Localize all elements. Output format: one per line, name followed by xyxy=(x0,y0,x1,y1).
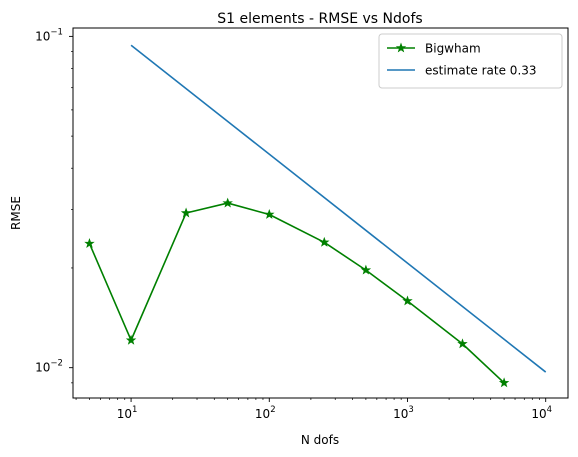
legend-label: Bigwham xyxy=(425,42,481,56)
plot-area xyxy=(73,28,568,398)
legend-box xyxy=(378,33,563,89)
data-point-star xyxy=(125,334,137,345)
series-line xyxy=(130,44,547,373)
data-point-star xyxy=(360,264,372,275)
x-tick-label: 103 xyxy=(393,405,414,421)
legend: Bigwham estimate rate 0.33 xyxy=(378,33,563,89)
data-point-star xyxy=(222,197,233,208)
y-axis-label: RMSE xyxy=(9,196,23,230)
data-point-star xyxy=(264,209,275,219)
legend-swatch-star xyxy=(395,42,407,53)
x-tick-label: 102 xyxy=(255,405,276,421)
data-point-star xyxy=(180,207,192,218)
data-point-star xyxy=(319,236,330,247)
series-layer xyxy=(84,44,547,388)
x-axis-label: N dofs xyxy=(301,433,339,447)
series-2 xyxy=(130,44,547,373)
x-tick-label: 104 xyxy=(531,405,552,421)
data-point-star xyxy=(402,295,413,306)
plot-frame xyxy=(72,27,569,399)
data-point-star xyxy=(84,238,95,248)
data-point-star xyxy=(498,377,510,388)
tick-layer: 101 102 103 104 10−2 10−1 xyxy=(35,27,552,421)
series-1 xyxy=(84,197,510,388)
x-tick-label: 101 xyxy=(117,405,138,421)
y-tick-label: 10−1 xyxy=(35,27,63,43)
data-point-star xyxy=(457,338,468,349)
y-tick-label: 10−2 xyxy=(35,359,63,375)
chart-title: S1 elements - RMSE vs Ndofs xyxy=(217,11,422,27)
series-line xyxy=(88,202,505,384)
legend-label: estimate rate 0.33 xyxy=(425,64,537,78)
